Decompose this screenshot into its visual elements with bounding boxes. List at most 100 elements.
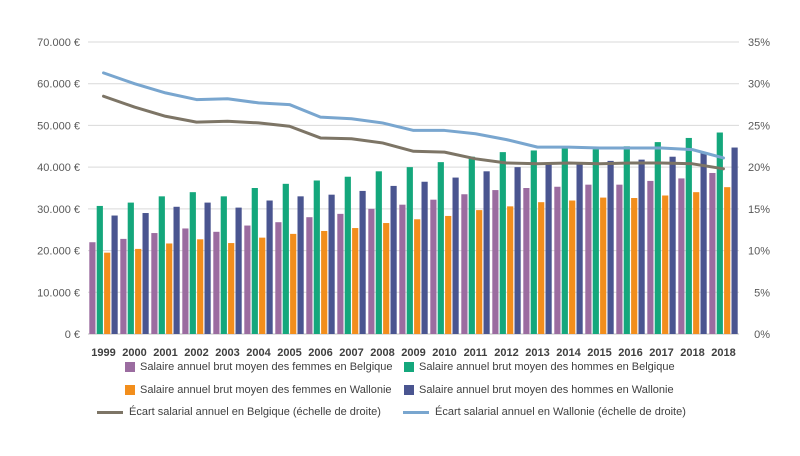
bar <box>414 219 421 334</box>
bar <box>259 237 266 334</box>
x-tick-label: 2010 <box>432 347 456 359</box>
bar <box>127 202 134 334</box>
legend-label: Salaire annuel brut moyen des hommes en … <box>419 361 675 373</box>
x-tick-label: 2016 <box>618 347 642 359</box>
legend: Salaire annuel brut moyen des femmes en … <box>0 360 800 430</box>
legend-item-gap-wallonia: Écart salarial annuel en Wallonie (échel… <box>403 406 686 418</box>
x-tick-label: 2017 <box>649 347 673 359</box>
bar <box>399 204 406 334</box>
x-tick-label: 2018 <box>711 347 735 359</box>
bar <box>220 196 227 334</box>
y2-tick-label: 20% <box>748 162 770 174</box>
x-tick-label: 2002 <box>184 347 208 359</box>
bar <box>275 222 282 334</box>
legend-item-gap-belgium: Écart salarial annuel en Belgique (échel… <box>97 406 381 418</box>
bar <box>375 171 382 334</box>
bar <box>142 213 149 334</box>
legend-item-women-wallonia: Salaire annuel brut moyen des femmes en … <box>125 384 392 396</box>
x-axis: 1999 2000 2001 2002 2003 2004 2005 2006 2007 2008… <box>91 347 735 359</box>
bar <box>437 162 444 334</box>
bar <box>445 215 452 334</box>
y-axis-right: 0% 5% 10% 15% 20% 25% 30% 35% <box>748 37 770 341</box>
legend-label: Écart salarial annuel en Belgique (échel… <box>129 406 381 418</box>
bar <box>731 147 738 334</box>
bar <box>151 233 158 334</box>
bar <box>251 188 258 334</box>
series-line <box>102 71 725 160</box>
x-tick-label: 2014 <box>556 347 581 359</box>
bar <box>173 206 180 334</box>
legend-label: Salaire annuel brut moyen des hommes en … <box>419 384 674 396</box>
bar <box>669 156 676 334</box>
bar <box>554 186 561 334</box>
bar <box>213 231 220 334</box>
bar <box>266 200 273 334</box>
bar <box>96 205 103 334</box>
legend-line <box>97 410 123 414</box>
bar <box>368 208 375 334</box>
legend-item-women-belgium: Salaire annuel brut moyen des femmes en … <box>125 361 393 373</box>
x-tick-label: 2012 <box>494 347 518 359</box>
x-tick-label: 2006 <box>308 347 332 359</box>
line-series-group <box>102 71 725 171</box>
bar <box>600 197 607 334</box>
bar <box>461 194 468 334</box>
bar <box>104 252 111 334</box>
bar <box>499 152 506 334</box>
bar <box>631 198 638 334</box>
bar <box>189 192 196 334</box>
x-tick-label: 2000 <box>122 347 146 359</box>
bar <box>89 242 96 334</box>
bar <box>135 248 142 334</box>
bar <box>228 243 235 334</box>
x-tick-label: 2018 <box>680 347 704 359</box>
bar <box>337 213 344 334</box>
bar <box>654 142 661 334</box>
bar <box>383 223 390 334</box>
y-axis-left: 0 € 10.000 € 20.000 € 30.000 € 40.000 € 50.00… <box>37 37 80 341</box>
bar <box>182 228 189 334</box>
bar <box>647 180 654 334</box>
bar <box>406 167 413 334</box>
y-tick-label: 10.000 € <box>37 287 80 299</box>
bar <box>282 183 289 334</box>
bar <box>569 200 576 334</box>
legend-swatch <box>404 362 414 372</box>
legend-item-men-wallonia: Salaire annuel brut moyen des hommes en … <box>404 384 674 396</box>
bar <box>678 178 685 334</box>
bar <box>561 148 568 334</box>
legend-label: Salaire annuel brut moyen des femmes en … <box>140 384 392 396</box>
bar <box>421 181 428 334</box>
bar <box>585 184 592 334</box>
bar <box>592 149 599 334</box>
bar <box>120 238 127 334</box>
bar <box>638 159 645 334</box>
y-tick-label: 50.000 € <box>37 120 80 132</box>
x-tick-label: 2013 <box>525 347 549 359</box>
gridlines <box>88 41 739 335</box>
bar <box>492 190 499 334</box>
bar <box>685 137 692 334</box>
x-tick-label: 2005 <box>277 347 301 359</box>
bar <box>306 217 313 334</box>
x-tick-label: 1999 <box>91 347 115 359</box>
y2-tick-label: 30% <box>748 79 770 91</box>
bar <box>476 210 483 334</box>
legend-swatch <box>125 362 135 372</box>
bar <box>693 192 700 334</box>
bar-series-group <box>89 132 738 334</box>
bar <box>166 243 173 334</box>
x-tick-label: 2003 <box>215 347 239 359</box>
bar <box>545 164 552 334</box>
bar <box>321 230 328 334</box>
bar <box>235 207 242 334</box>
bar <box>662 195 669 334</box>
legend-label: Écart salarial annuel en Wallonie (échel… <box>435 406 686 418</box>
y-tick-label: 60.000 € <box>37 79 80 91</box>
y-tick-label: 0 € <box>65 329 80 341</box>
bar <box>514 167 521 334</box>
bar <box>523 188 530 334</box>
y-tick-label: 30.000 € <box>37 204 80 216</box>
bar <box>507 206 514 334</box>
bar <box>111 215 118 334</box>
